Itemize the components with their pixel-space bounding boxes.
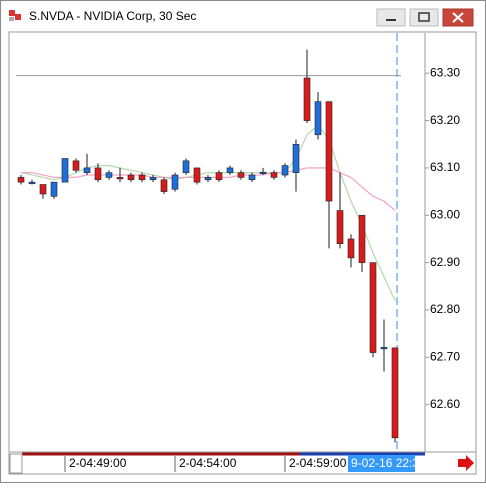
y-tick-label: 63.10 — [430, 160, 460, 174]
candle-body — [28, 181, 36, 184]
candle-body — [314, 101, 322, 136]
candle-body — [17, 177, 25, 183]
x-tick-label: 2-04:54:00 — [179, 456, 237, 470]
candle-body — [270, 172, 278, 178]
y-tick-label: 63.00 — [430, 207, 460, 221]
app-icon — [9, 10, 15, 16]
minimize-button[interactable] — [376, 8, 406, 27]
candle-body — [237, 172, 245, 178]
candle-body — [105, 172, 113, 178]
y-tick-label: 62.70 — [430, 349, 460, 363]
candle-body — [116, 177, 124, 180]
candle-body — [39, 184, 47, 195]
chart-frame — [8, 31, 477, 475]
scroll-box[interactable] — [9, 453, 23, 474]
crosshair-label: 9-02-16 22:34:00 — [351, 456, 443, 470]
candle-body — [358, 214, 366, 263]
y-tick-label: 63.20 — [430, 113, 460, 127]
y-tick-label: 62.60 — [430, 397, 460, 411]
candle-body — [50, 181, 58, 197]
app-icon — [9, 17, 14, 21]
scroll-right-arrow[interactable] — [458, 455, 474, 471]
plot: 63.30 63.20 63.10 63.00 62.90 62.80 62.70 62.60… — [16, 49, 460, 472]
x-tick-label: 2-04:59:00 — [289, 456, 347, 470]
candle-body — [226, 167, 234, 173]
candle-body — [380, 347, 388, 350]
close-icon — [452, 12, 464, 23]
app-icon — [15, 14, 21, 20]
crosshair-label-box — [348, 455, 415, 472]
candle-body — [292, 143, 300, 173]
candle-body — [61, 158, 69, 183]
candle-body — [171, 174, 179, 190]
candle-body — [259, 171, 267, 174]
candle-body — [215, 172, 223, 181]
candle-body — [391, 347, 399, 439]
candle-body — [303, 77, 311, 121]
candle-body — [83, 167, 91, 173]
candle-body — [369, 262, 377, 353]
y-tick-label: 62.80 — [430, 302, 460, 316]
candle-body — [325, 101, 333, 202]
candle-body — [281, 165, 289, 176]
candle-body — [336, 210, 344, 244]
candle-body — [347, 238, 355, 259]
candle-body — [127, 174, 135, 181]
maximize-icon — [418, 12, 430, 22]
x-tick-label: 2-04:49:00 — [69, 456, 127, 470]
candle-body — [72, 160, 80, 171]
candle-body — [193, 167, 201, 183]
candle-body — [204, 177, 212, 181]
window-title: S.NVDA - NVIDIA Corp, 30 Sec — [29, 9, 196, 23]
candle-body — [182, 160, 190, 173]
candle-body — [149, 177, 157, 181]
moving-average — [20, 124, 396, 301]
y-tick-label: 62.90 — [430, 255, 460, 269]
candle-body — [138, 174, 146, 181]
maximize-button[interactable] — [409, 8, 439, 27]
y-tick-label: 63.30 — [430, 65, 460, 79]
candle-body — [248, 174, 256, 181]
candle-body — [160, 179, 168, 192]
candle-body — [94, 167, 102, 181]
